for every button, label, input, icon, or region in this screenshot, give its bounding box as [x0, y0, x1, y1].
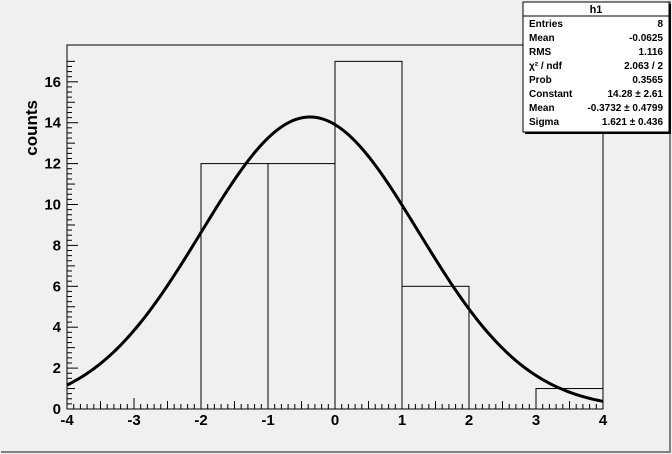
y-tick-label: 4: [53, 319, 62, 336]
stats-row-value: 1.116: [639, 47, 664, 58]
x-tick-label: -2: [194, 412, 207, 429]
y-tick-label: 2: [53, 360, 61, 377]
stats-row-label: χ² / ndf: [529, 61, 563, 72]
stats-row-label: Mean: [529, 33, 555, 44]
y-tick-label: 14: [44, 115, 61, 132]
stats-row-value: -0.3732 ± 0.4799: [587, 103, 663, 114]
gaussian-fit-curve: [66, 115, 604, 403]
x-tick-label: -3: [127, 412, 140, 429]
stats-row-label: RMS: [529, 47, 552, 58]
y-tick-label: 12: [44, 156, 61, 173]
y-tick-label: 6: [53, 278, 61, 295]
stats-row-label: Mean: [529, 103, 555, 114]
canvas-border-dark-bottom: [1, 451, 671, 453]
x-tick-label: -4: [60, 412, 74, 429]
stats-box-frame: [522, 1, 670, 133]
stats-row-value: 8: [657, 19, 663, 30]
x-tick-label: 1: [398, 412, 406, 429]
y-axis-title: counts: [22, 100, 41, 156]
stats-row-value: -0.0625: [629, 33, 663, 44]
x-tick-label: 2: [465, 412, 473, 429]
stats-row-label: Entries: [529, 19, 563, 30]
stats-row-value: 14.28 ± 2.61: [607, 89, 663, 100]
x-tick-label: 4: [599, 412, 608, 429]
x-tick-label: 0: [331, 412, 339, 429]
y-tick-label: 16: [44, 74, 61, 91]
y-tick-label: 0: [53, 401, 61, 418]
stats-box: h1 Entries 8 Mean -0.0625 RMS 1.116 χ² / ndf 2.0…: [522, 1, 671, 134]
x-tick-label: 3: [532, 412, 540, 429]
stats-row-value: 0.3565: [632, 75, 663, 86]
x-tick-label: -1: [261, 412, 274, 429]
stats-box-title: h1: [590, 4, 603, 16]
fit-curve-layer: [66, 115, 604, 403]
stats-row-value: 1.621 ± 0.436: [602, 117, 664, 128]
y-tick-label: 10: [44, 197, 61, 214]
stats-row-label: Prob: [529, 75, 552, 86]
stats-row-value: 2.063 / 2: [624, 61, 663, 72]
stats-row-label: Sigma: [529, 117, 559, 128]
y-tick-label: 8: [53, 237, 61, 254]
stats-row-label: Constant: [529, 89, 573, 100]
canvas-border-dark: [669, 1, 671, 453]
